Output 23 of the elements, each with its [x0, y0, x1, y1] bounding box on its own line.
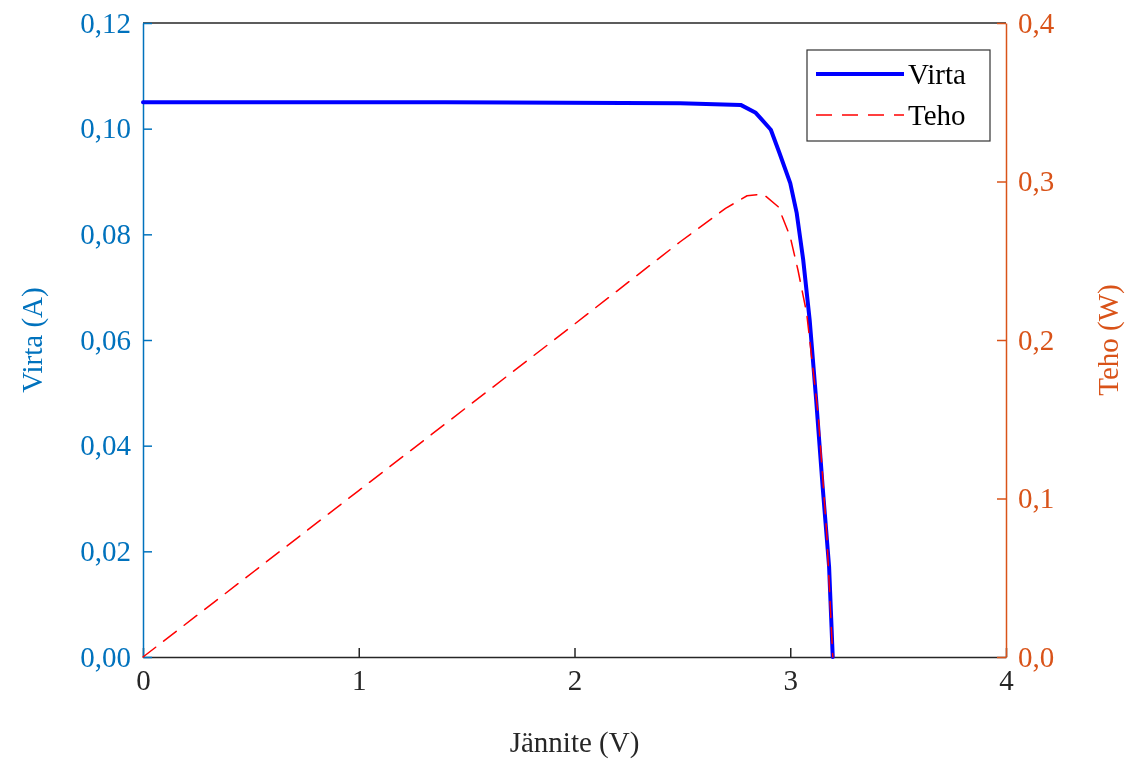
y2-tick-label: 0,4 — [1018, 6, 1055, 39]
legend-label: Teho — [908, 99, 966, 131]
y2-tick-label: 0,1 — [1018, 482, 1055, 515]
y2-tick-label: 0,2 — [1018, 323, 1055, 356]
y-tick-label: 0,06 — [80, 323, 131, 356]
x-tick-label: 3 — [783, 663, 798, 696]
legend-label: Virta — [908, 58, 966, 90]
y-axis-title: Virta (A) — [16, 287, 49, 393]
y-tick-label: 0,04 — [80, 429, 132, 462]
x-axis-title: Jännite (V) — [509, 726, 640, 759]
x-tick-label: 1 — [352, 663, 367, 696]
y2-tick-label: 0,0 — [1018, 640, 1055, 673]
line-series — [142, 193, 834, 658]
y-tick-label: 0,02 — [80, 535, 131, 568]
y2-tick-label: 0,3 — [1018, 165, 1055, 198]
x-tick-label: 0 — [136, 663, 151, 696]
x-tick-label: 4 — [999, 663, 1015, 696]
y-tick-label: 0,10 — [80, 112, 131, 145]
y2-axis-title: Teho (W) — [1092, 284, 1125, 396]
x-tick-label: 2 — [567, 663, 583, 696]
y-tick-label: 0,08 — [80, 218, 131, 251]
y-tick-label: 0,00 — [80, 640, 131, 673]
y-tick-label: 0,12 — [80, 6, 131, 39]
